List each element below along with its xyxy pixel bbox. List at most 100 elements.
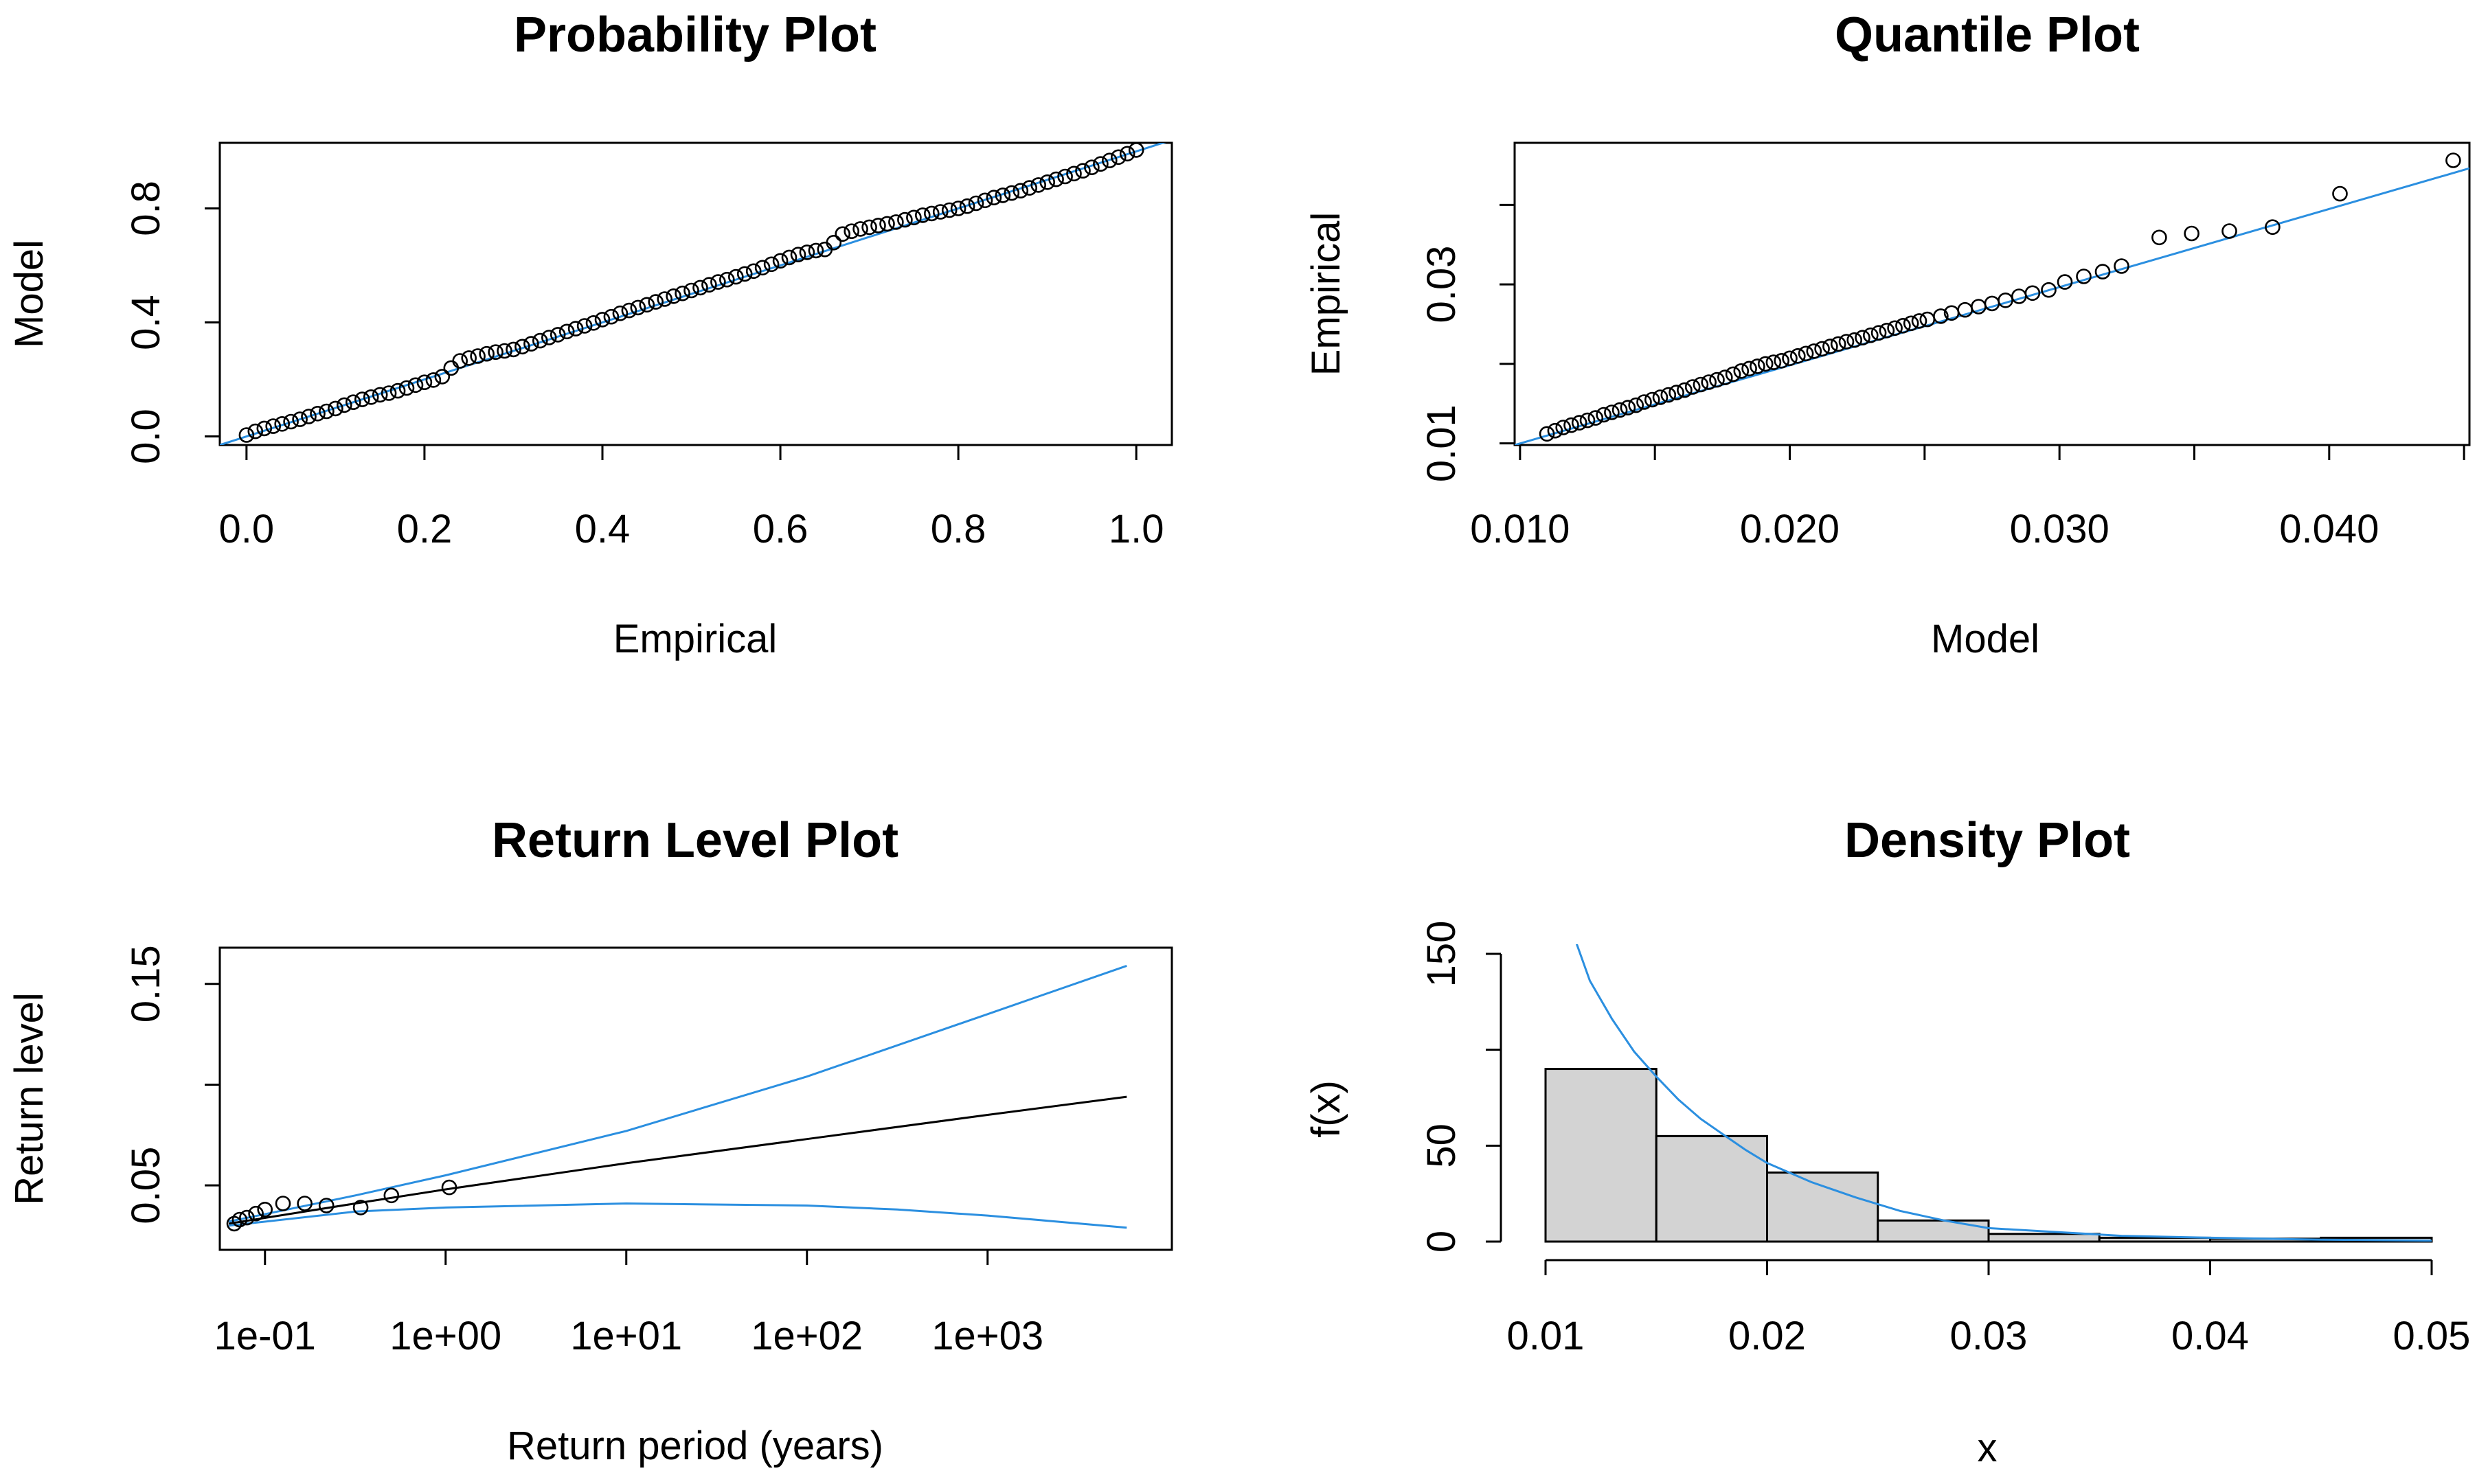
quant-data-point bbox=[2445, 152, 2461, 168]
prob-data-point bbox=[941, 202, 958, 218]
quantile-plot-frame bbox=[1513, 141, 2471, 446]
quant-data-point bbox=[1669, 385, 1684, 400]
quant-data-point bbox=[1782, 350, 1798, 367]
quant-data-point bbox=[1895, 317, 1911, 334]
prob-data-point bbox=[1128, 142, 1144, 158]
prob-data-point bbox=[692, 279, 708, 296]
prob-data-point bbox=[407, 377, 424, 393]
density-plot: Density Plot x f(x) 0.01 0.02 0.03 0.04 0.05… bbox=[1304, 813, 2470, 1470]
prob-data-point bbox=[354, 391, 370, 407]
density-y-tick-label-3: 150 bbox=[1419, 921, 1464, 988]
quant-data-point bbox=[1684, 379, 1701, 395]
prob-data-point bbox=[781, 249, 798, 266]
quant-data-point bbox=[2024, 285, 2041, 301]
prob-data-point bbox=[576, 318, 593, 334]
retlev-data-point bbox=[231, 1211, 248, 1228]
retlev-data-point bbox=[383, 1187, 400, 1204]
prob-data-point bbox=[657, 291, 673, 307]
prob-data-point bbox=[1048, 171, 1064, 187]
retlev-data-point bbox=[248, 1205, 264, 1222]
prob-data-point bbox=[292, 411, 308, 427]
prob-data-point bbox=[924, 205, 940, 222]
prob-data-point bbox=[968, 195, 984, 212]
retlev-y-tick-label-0: 0.05 bbox=[124, 1147, 168, 1224]
quant-data-point bbox=[2332, 185, 2348, 202]
quantile-plot-ylabel: Empirical bbox=[1304, 212, 1348, 376]
retlev-line-lower-CI bbox=[228, 1202, 1127, 1229]
quant-data-point bbox=[1539, 426, 1555, 442]
prob-data-point bbox=[950, 201, 966, 216]
quant-data-point bbox=[1652, 389, 1669, 405]
retlev-data-point bbox=[275, 1196, 291, 1211]
quant-data-point bbox=[1911, 313, 1927, 329]
return-level-plot-xlabel: Return period (years) bbox=[507, 1424, 883, 1468]
density-plot-ylabel: f(x) bbox=[1304, 1080, 1348, 1138]
prob-data-point bbox=[648, 294, 664, 310]
prob-data-point bbox=[710, 274, 726, 290]
density-x-tick-label-1: 0.02 bbox=[1728, 1314, 1806, 1358]
quant-data-point bbox=[1555, 420, 1571, 435]
prob-data-point bbox=[861, 219, 877, 236]
quant-data-point bbox=[1579, 412, 1596, 429]
prob-data-point bbox=[745, 263, 762, 279]
prob-data-point bbox=[416, 374, 433, 391]
prob-data-point bbox=[443, 360, 460, 376]
prob-data-point bbox=[799, 244, 815, 260]
prob-x-tick-label-1: 0.2 bbox=[397, 507, 453, 551]
quant-data-point bbox=[2011, 288, 2027, 304]
prob-data-point bbox=[870, 218, 886, 233]
density-x-tick-label-3: 0.04 bbox=[2171, 1314, 2249, 1358]
quant-data-point bbox=[2265, 219, 2281, 236]
retlev-y-tick-label-2: 0.15 bbox=[124, 945, 168, 1023]
quant-data-point bbox=[1660, 387, 1677, 403]
prob-data-point bbox=[1066, 165, 1082, 182]
prob-data-point bbox=[506, 341, 521, 358]
prob-data-point bbox=[319, 403, 335, 420]
retlev-x-tick-label-1: 1e+00 bbox=[389, 1314, 501, 1358]
quant-data-point bbox=[1814, 341, 1830, 357]
prob-data-point bbox=[915, 207, 931, 223]
retlev-line-upper-CI bbox=[228, 964, 1127, 1223]
prob-data-point bbox=[558, 323, 575, 340]
prob-data-point bbox=[719, 271, 735, 288]
quant-data-point bbox=[1587, 410, 1604, 426]
quantile-plot-title: Quantile Plot bbox=[1835, 8, 2140, 62]
prob-data-point bbox=[585, 315, 602, 331]
quant-data-point bbox=[1855, 330, 1870, 346]
probability-plot-title: Probability Plot bbox=[514, 8, 876, 62]
density-line-fitted-density bbox=[1575, 944, 2432, 1242]
prob-data-point bbox=[612, 305, 629, 321]
prob-x-tick-label-2: 0.4 bbox=[575, 507, 631, 551]
prob-data-point bbox=[728, 269, 744, 285]
quant-x-tick-label-4: 0.030 bbox=[2010, 507, 2110, 551]
prob-data-point bbox=[363, 389, 379, 405]
density-plot-title: Density Plot bbox=[1844, 813, 2130, 868]
quant-data-point bbox=[1717, 369, 1733, 385]
prob-data-point bbox=[452, 353, 468, 369]
quant-data-point bbox=[1644, 391, 1660, 408]
quant-data-point bbox=[1879, 322, 1895, 339]
prob-data-point bbox=[736, 266, 753, 282]
retlev-data-point bbox=[297, 1196, 313, 1211]
prob-data-point bbox=[683, 282, 699, 299]
quant-x-tick-label-6: 0.040 bbox=[2279, 507, 2379, 551]
quant-data-point bbox=[1830, 336, 1846, 352]
prob-data-point bbox=[1013, 183, 1029, 199]
density-x-tick-label-2: 0.03 bbox=[1950, 1314, 2028, 1358]
quant-data-point bbox=[1984, 295, 2000, 312]
quant-x-tick-label-2: 0.020 bbox=[1740, 507, 1840, 551]
quantile-plot: Quantile Plot Model Empirical 0.010 0.020… bbox=[1304, 8, 2471, 661]
quantile-plot-xlabel: Model bbox=[1931, 617, 2039, 661]
prob-data-point bbox=[301, 409, 317, 424]
quant-data-point bbox=[1677, 382, 1693, 398]
prob-data-point bbox=[1102, 152, 1118, 168]
quant-data-point bbox=[1547, 422, 1563, 439]
quant-y-tick-label-0: 0.01 bbox=[1419, 404, 1464, 482]
prob-x-tick-label-5: 1.0 bbox=[1109, 507, 1164, 551]
quant-data-point bbox=[1741, 361, 1757, 377]
return-level-plot-title: Return Level Plot bbox=[492, 813, 898, 868]
prob-data-point bbox=[247, 423, 264, 440]
quant-data-point bbox=[1636, 394, 1652, 410]
quant-data-point bbox=[1628, 397, 1644, 413]
quant-data-point bbox=[1693, 376, 1709, 393]
